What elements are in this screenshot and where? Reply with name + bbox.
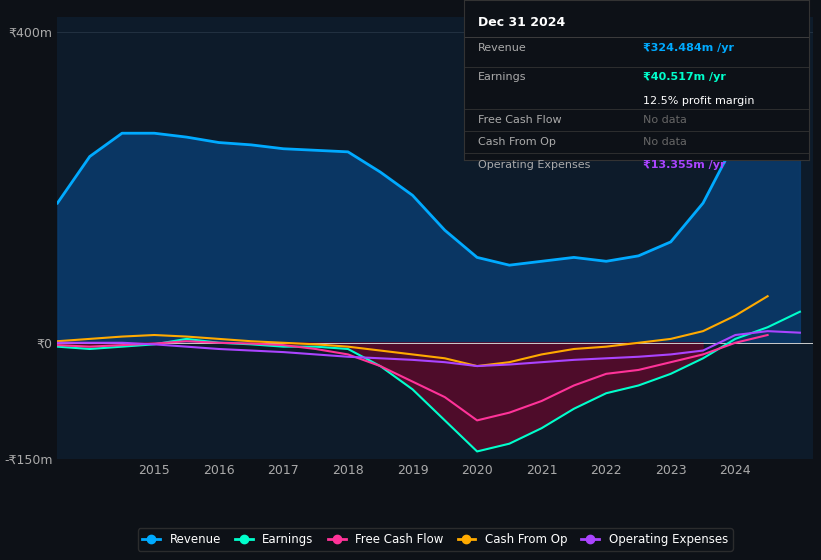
Text: Operating Expenses: Operating Expenses: [478, 160, 590, 170]
Text: 12.5% profit margin: 12.5% profit margin: [643, 96, 754, 106]
Text: No data: No data: [643, 115, 687, 125]
Text: Cash From Op: Cash From Op: [478, 137, 556, 147]
Text: Earnings: Earnings: [478, 72, 526, 82]
Text: Revenue: Revenue: [478, 43, 526, 53]
Text: Free Cash Flow: Free Cash Flow: [478, 115, 562, 125]
Text: ₹324.484m /yr: ₹324.484m /yr: [643, 43, 734, 53]
Text: ₹13.355m /yr: ₹13.355m /yr: [643, 160, 726, 170]
Text: Dec 31 2024: Dec 31 2024: [478, 16, 565, 29]
Legend: Revenue, Earnings, Free Cash Flow, Cash From Op, Operating Expenses: Revenue, Earnings, Free Cash Flow, Cash …: [138, 528, 732, 550]
Text: ₹40.517m /yr: ₹40.517m /yr: [643, 72, 726, 82]
Text: No data: No data: [643, 137, 687, 147]
